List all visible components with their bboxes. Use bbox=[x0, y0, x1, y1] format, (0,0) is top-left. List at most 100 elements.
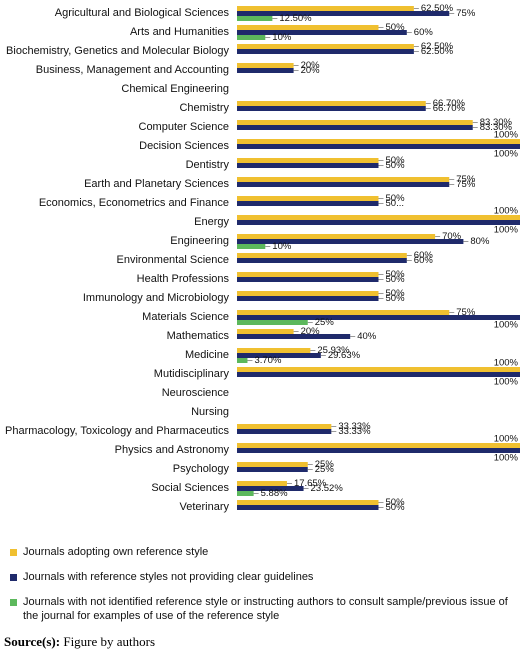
bar bbox=[237, 49, 414, 54]
legend-swatch bbox=[10, 549, 17, 556]
legend-item: Journals with not identified reference s… bbox=[10, 595, 510, 623]
legend-item: Journals adopting own reference style bbox=[10, 545, 510, 559]
bar bbox=[237, 201, 379, 206]
bar bbox=[237, 272, 379, 277]
legend-swatch bbox=[10, 574, 17, 581]
category-label: Economics, Econometrics and Finance bbox=[39, 197, 229, 209]
value-label: 60% bbox=[414, 27, 434, 38]
bar bbox=[237, 258, 407, 263]
category-label: Mutidisciplinary bbox=[154, 368, 230, 380]
value-label: 50% bbox=[386, 274, 406, 285]
value-label: 33.33% bbox=[338, 426, 371, 437]
value-label: 12.50% bbox=[279, 13, 312, 24]
bar bbox=[237, 106, 426, 111]
value-label: 62.50% bbox=[421, 41, 454, 52]
bar bbox=[237, 296, 379, 301]
category-label: Health Professions bbox=[137, 273, 230, 285]
value-label: 60% bbox=[414, 255, 434, 266]
value-label: 75% bbox=[456, 307, 476, 318]
bar bbox=[237, 310, 450, 315]
bar bbox=[237, 182, 450, 187]
legend-swatch bbox=[10, 599, 17, 606]
bar bbox=[237, 16, 273, 21]
bar bbox=[237, 6, 414, 11]
legend-item: Journals with reference styles not provi… bbox=[10, 570, 510, 584]
value-label: 66.70% bbox=[433, 98, 466, 109]
source: Source(s): Figure by authors bbox=[4, 634, 155, 650]
bar bbox=[237, 358, 248, 363]
source-label: Source(s): bbox=[4, 634, 61, 649]
legend-label: Journals with reference styles not provi… bbox=[23, 571, 314, 583]
value-label: 100% bbox=[494, 130, 519, 141]
category-label: Neuroscience bbox=[162, 387, 229, 399]
category-label: Biochemistry, Genetics and Molecular Bio… bbox=[6, 45, 229, 57]
bar bbox=[237, 253, 407, 258]
value-label: 29.63% bbox=[328, 350, 361, 361]
value-label: 10% bbox=[272, 241, 292, 252]
legend: Journals adopting own reference style Jou… bbox=[10, 545, 510, 634]
bar bbox=[237, 163, 379, 168]
category-label: Business, Management and Accounting bbox=[36, 64, 229, 76]
value-label: 25% bbox=[315, 464, 335, 475]
bar bbox=[237, 196, 379, 201]
bar bbox=[237, 220, 520, 225]
value-label: 100% bbox=[494, 149, 519, 160]
category-label: Social Sciences bbox=[151, 482, 229, 494]
value-label: 50% bbox=[386, 497, 406, 508]
category-label: Veterinary bbox=[179, 501, 229, 513]
value-label: 50% bbox=[386, 502, 406, 513]
bar bbox=[237, 101, 426, 106]
bar bbox=[237, 139, 520, 144]
bar bbox=[237, 505, 379, 510]
category-label: Physics and Astronomy bbox=[115, 444, 230, 456]
value-label: 60% bbox=[414, 250, 434, 261]
value-label: 80% bbox=[470, 236, 490, 247]
value-label: 10% bbox=[272, 32, 292, 43]
legend-label: Journals with not identified reference s… bbox=[23, 596, 508, 622]
category-label: Materials Science bbox=[142, 311, 229, 323]
value-label: 33.33% bbox=[338, 421, 371, 432]
bar bbox=[237, 443, 520, 448]
value-label: 50% bbox=[386, 293, 406, 304]
value-label: 75% bbox=[456, 8, 476, 19]
bar bbox=[237, 467, 308, 472]
value-label: 50% bbox=[386, 269, 406, 280]
bar bbox=[237, 429, 332, 434]
category-label: Energy bbox=[194, 216, 229, 228]
value-label: 50% bbox=[386, 155, 406, 166]
value-label: 17.65% bbox=[294, 478, 327, 489]
category-label: Pharmacology, Toxicology and Pharmaceuti… bbox=[5, 425, 229, 437]
bar bbox=[237, 277, 379, 282]
legend-label: Journals adopting own reference style bbox=[23, 546, 209, 558]
bar bbox=[237, 367, 520, 372]
value-label: 70% bbox=[442, 231, 462, 242]
value-label: 50% bbox=[386, 22, 406, 33]
bar bbox=[237, 68, 294, 73]
value-label: 20% bbox=[301, 326, 321, 337]
value-label: 20% bbox=[301, 65, 321, 76]
bar bbox=[237, 481, 287, 486]
bar bbox=[237, 372, 520, 377]
chart: Agricultural and Biological Sciences 62.5… bbox=[5, 3, 520, 513]
bar bbox=[237, 35, 266, 40]
value-label: 100% bbox=[494, 434, 519, 445]
bar bbox=[237, 500, 379, 505]
value-label: 100% bbox=[494, 320, 519, 331]
category-label: Engineering bbox=[170, 235, 229, 247]
category-label: Immunology and Microbiology bbox=[83, 292, 230, 304]
bar bbox=[237, 11, 450, 16]
bar bbox=[237, 239, 464, 244]
value-label: 50% bbox=[386, 288, 406, 299]
bar bbox=[237, 348, 311, 353]
category-label: Agricultural and Biological Sciences bbox=[55, 7, 230, 19]
bar bbox=[237, 25, 379, 30]
value-label: 75% bbox=[456, 179, 476, 190]
value-label: 100% bbox=[494, 377, 519, 388]
value-label: 100% bbox=[494, 225, 519, 236]
value-label: 83.30% bbox=[480, 122, 513, 133]
bar bbox=[237, 491, 254, 496]
bar bbox=[237, 177, 450, 182]
value-label: 62.50% bbox=[421, 46, 454, 57]
value-label: 66.70% bbox=[433, 103, 466, 114]
